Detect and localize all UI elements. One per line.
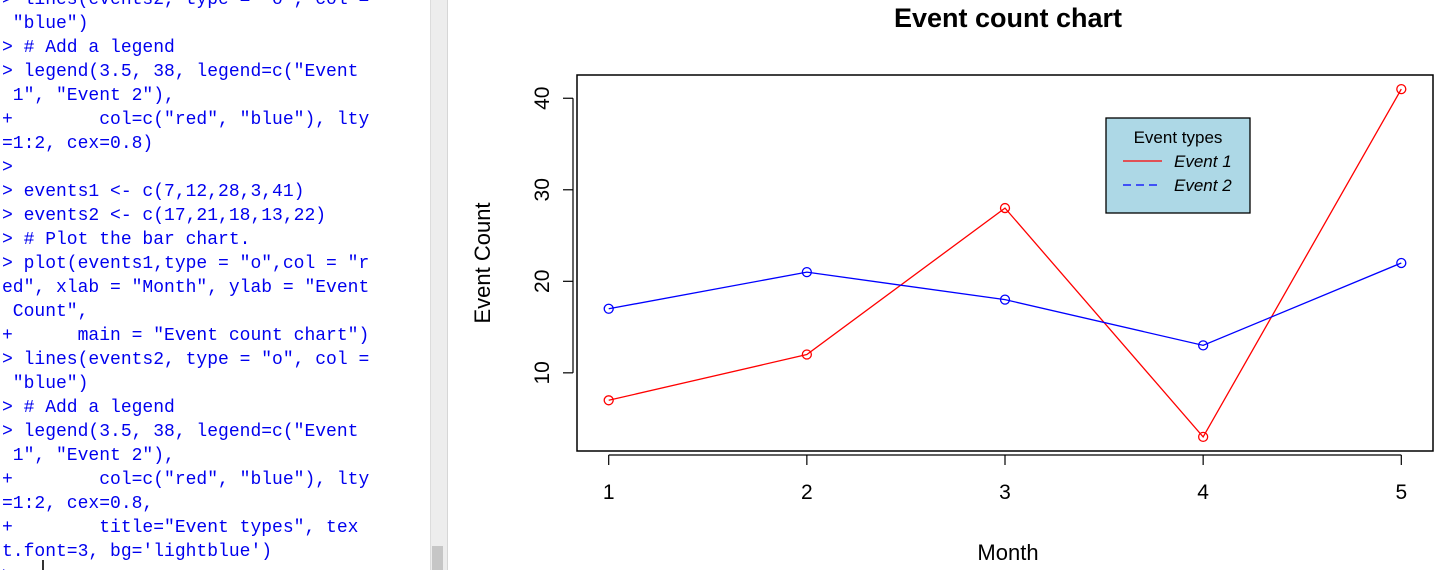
console-line: > legend(3.5, 38, legend=c("Event [2,422,359,442]
y-tick-label: 30 [531,178,554,201]
legend-entry: Event 2 [1174,176,1232,195]
console-line: =1:2, cex=0.8) [2,134,154,154]
x-axis-label: Month [977,540,1038,565]
console-line: + col=c("red", "blue"), lty [2,470,370,490]
x-tick-label: 1 [603,481,615,504]
console-line: > legend(3.5, 38, legend=c("Event [2,62,359,82]
console-line: =1:2, cex=0.8, [2,494,154,514]
y-tick-label: 20 [531,270,554,293]
console-cursor [42,560,44,570]
event-1-point [603,395,614,406]
event-1-point [801,349,813,360]
event-2-point [1396,257,1407,269]
console-line: Count", [12,302,89,322]
console-line: > # Add a legend [2,38,175,58]
console-line: 1", "Event 2"), [12,86,175,106]
console-line: > [2,566,24,570]
x-tick-label: 5 [1395,481,1407,504]
console-line: > # Plot the bar chart. [2,230,251,250]
console-line: > plot(events1,type = "o",col = "r [2,254,370,274]
console-line: + main = "Event count chart") [2,326,370,346]
console-line: > lines(events2, type = "o", col = [2,350,370,370]
event-2-point [999,294,1011,305]
console-scrollbar[interactable] [430,0,447,570]
plot-frame [576,74,1434,452]
y-tick-label: 40 [531,87,554,110]
console-line: > [2,158,13,178]
console-scrollbar-thumb[interactable] [432,546,443,570]
event-1-series-line [608,88,1402,439]
x-tick-label: 2 [801,481,813,504]
console-line: t.font=3, bg='lightblue') [2,542,273,562]
legend-box [1105,117,1251,214]
y-axis-label: Event Count [470,202,495,323]
console-line: ed", xlab = "Month", ylab = "Event [2,278,370,298]
event-1-point [1396,83,1407,95]
console-line: > events2 <- c(17,21,18,13,22) [2,206,327,226]
console-line: > events1 <- c(7,12,28,3,41) [2,182,305,202]
console-line: > lines(events2, type = "o", col = [2,0,370,10]
x-tick-label: 4 [1197,481,1209,504]
console-output: > lines(events2, type = "o", col = "blue… [2,0,369,570]
event-2-series-line [608,262,1402,347]
console-line: "blue") [12,14,89,34]
x-tick-label: 3 [999,481,1011,504]
legend-title: Event types [1134,128,1223,147]
r-console[interactable]: > lines(events2, type = "o", col = "blue… [0,0,430,570]
console-line: 1", "Event 2"), [12,446,175,466]
event-1-point [999,202,1011,214]
console-line: + col=c("red", "blue"), lty [2,110,370,130]
chart-title: Event count chart [894,3,1122,33]
event-2-point [801,267,813,278]
console-line: + title="Event types", tex [2,518,359,538]
event-1-point [1197,431,1209,443]
console-line: > # Add a legend [2,398,175,418]
plot-pane: Event count chart 1 2 3 4 5 10 20 30 40 Event ty… [447,0,1443,570]
console-line: "blue") [12,374,89,394]
legend-entry: Event 1 [1174,152,1232,171]
y-tick-label: 10 [531,361,554,384]
event-2-point [603,303,614,314]
event-count-chart: Event count chart 1 2 3 4 5 10 20 30 40 Event ty… [470,3,1434,565]
event-2-point [1197,340,1209,351]
